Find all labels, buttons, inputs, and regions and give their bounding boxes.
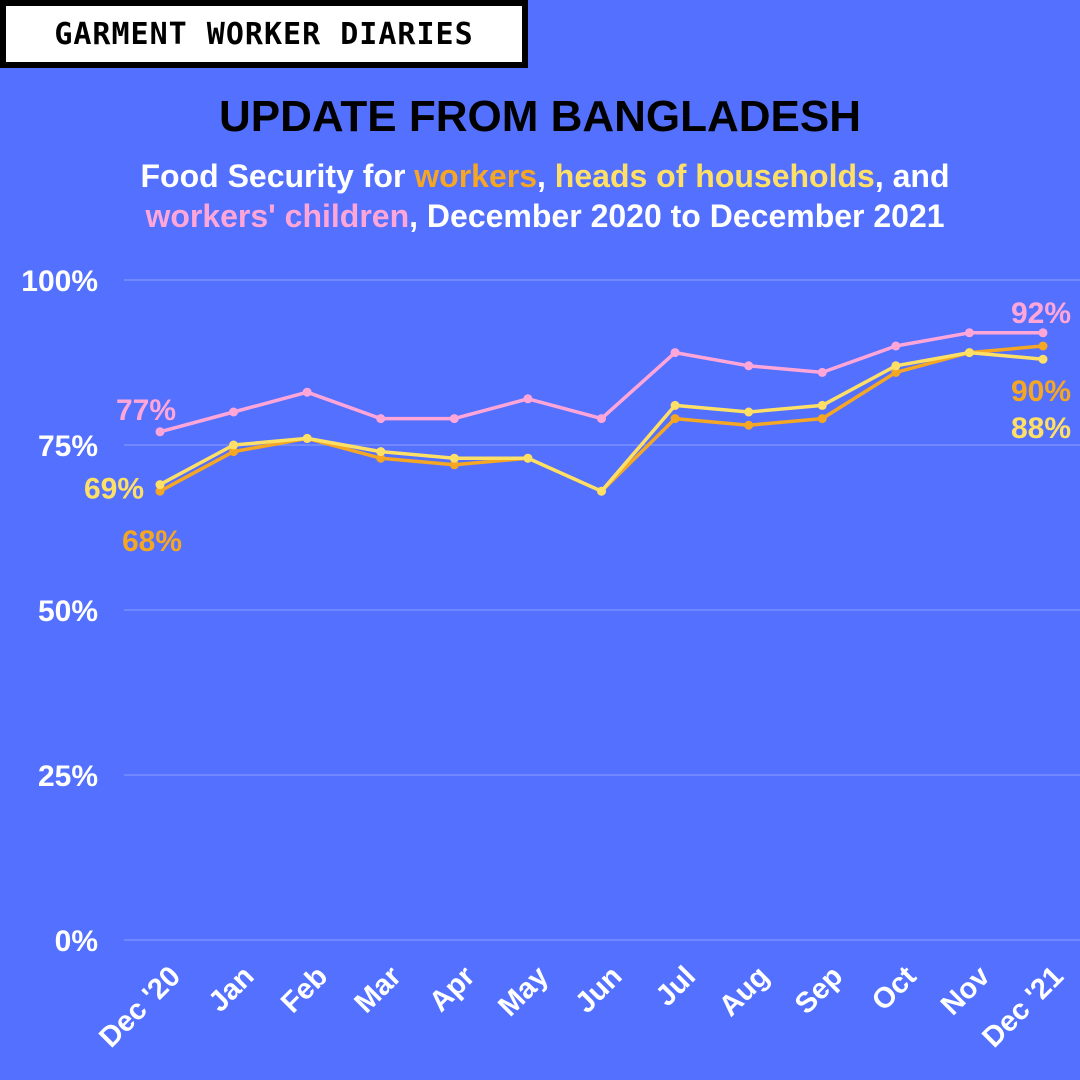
data-point — [670, 348, 680, 358]
data-label: 69% — [84, 473, 144, 506]
data-point — [229, 440, 239, 450]
data-point — [597, 414, 606, 424]
subtitle-heads: heads of households — [554, 158, 875, 194]
data-point — [302, 433, 312, 443]
data-point — [964, 328, 974, 338]
data-point — [1038, 354, 1048, 364]
data-point — [891, 341, 901, 351]
data-point — [449, 414, 459, 424]
subtitle-workers: workers — [414, 158, 538, 194]
data-point — [155, 480, 165, 490]
data-point — [670, 414, 680, 424]
subtitle-text: Food Security for — [140, 158, 415, 194]
x-tick-label: Aug — [713, 960, 775, 1022]
y-tick-label: 25% — [38, 760, 98, 793]
x-tick-label: Mar — [349, 960, 408, 1019]
data-point — [376, 447, 386, 457]
y-tick-label: 0% — [55, 925, 98, 958]
subtitle-text: , and — [874, 158, 950, 194]
x-tick-label: May — [492, 960, 555, 1023]
data-point — [449, 453, 459, 463]
data-point — [817, 414, 827, 424]
data-point — [817, 400, 827, 410]
data-point — [155, 486, 165, 496]
x-tick-label: Feb — [275, 960, 334, 1019]
data-point — [376, 453, 386, 463]
x-tick-label: Dec '20 — [93, 960, 187, 1054]
brand-badge: GARMENT WORKER DIARIES — [0, 0, 528, 68]
data-label: 92% — [1011, 297, 1071, 330]
y-tick-label: 50% — [38, 595, 98, 628]
subtitle-text: , December 2020 to December 2021 — [409, 198, 945, 234]
data-point — [744, 407, 754, 417]
x-tick-label: Jan — [203, 960, 261, 1018]
subtitle-text: , — [537, 158, 555, 194]
data-point — [817, 367, 827, 377]
x-tick-label: Apr — [423, 960, 481, 1018]
chart-subtitle: Food Security for workers, heads of hous… — [0, 156, 1080, 236]
data-point — [523, 453, 533, 463]
data-point — [964, 348, 974, 358]
data-point — [744, 361, 754, 371]
x-tick-label: Nov — [935, 960, 996, 1021]
data-point — [597, 486, 606, 496]
y-tick-label: 75% — [38, 430, 98, 463]
data-point — [523, 394, 533, 404]
data-label: 88% — [1011, 412, 1071, 445]
x-tick-label: Sep — [789, 960, 849, 1020]
data-point — [229, 447, 239, 457]
subtitle-children: workers' children — [145, 198, 410, 234]
x-tick-label: Jun — [569, 960, 628, 1019]
data-point — [670, 400, 680, 410]
data-point — [744, 420, 754, 430]
data-label: 90% — [1011, 375, 1071, 408]
data-point — [449, 460, 459, 470]
data-label: 77% — [116, 394, 176, 427]
y-tick-label: 100% — [21, 265, 98, 298]
data-point — [891, 367, 901, 377]
x-tick-label: Oct — [866, 960, 923, 1017]
data-point — [1038, 341, 1048, 351]
data-point — [376, 414, 386, 424]
data-point — [302, 387, 312, 397]
page-title: UPDATE FROM BANGLADESH — [218, 92, 862, 141]
data-label: 68% — [122, 525, 182, 558]
x-tick-label: Jul — [650, 960, 702, 1012]
x-tick-label: Dec '21 — [976, 960, 1070, 1054]
data-point — [155, 427, 165, 437]
data-point — [1038, 328, 1048, 338]
data-point — [229, 407, 239, 417]
brand-label: GARMENT WORKER DIARIES — [54, 16, 474, 52]
data-point — [891, 361, 901, 371]
